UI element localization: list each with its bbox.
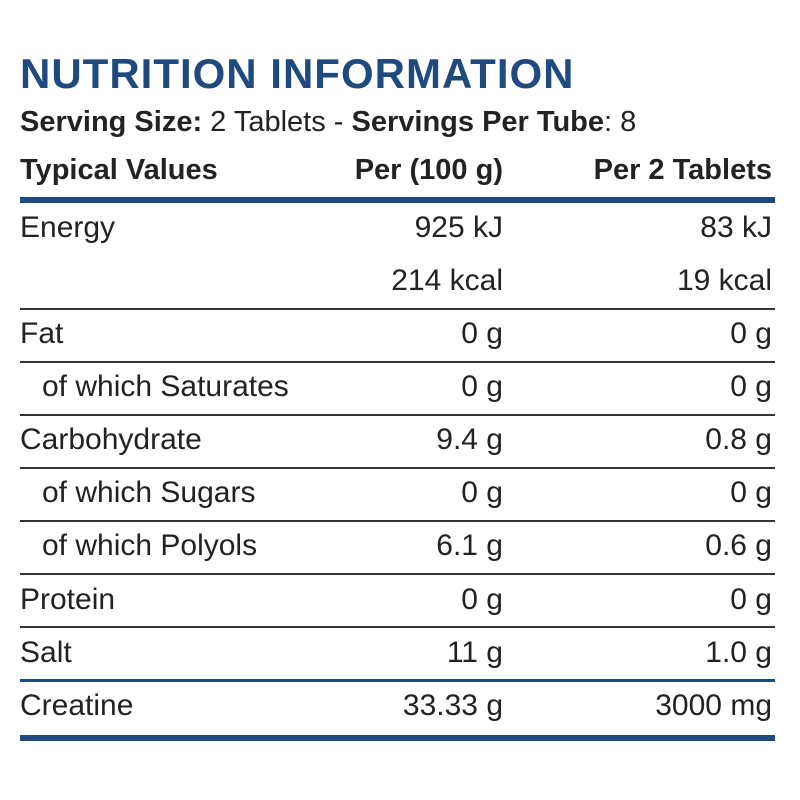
title: NUTRITION INFORMATION (20, 50, 575, 97)
header-cell: Per (100 g) (354, 154, 503, 186)
servings-value: : 8 (604, 106, 637, 138)
cell: 83 kJ (700, 211, 772, 244)
row-label: Fat (20, 317, 64, 350)
cell: 0 g (461, 476, 503, 509)
cell: 0 g (461, 317, 503, 350)
row-label: Protein (20, 583, 116, 616)
row-label: of which Sugars (42, 476, 256, 509)
cell: 6.1 g (436, 529, 503, 562)
cell: 0 g (730, 370, 772, 403)
cell: 0 g (730, 317, 772, 350)
row-label: of which Saturates (42, 370, 289, 403)
header-rule (20, 197, 775, 203)
row-label: Carbohydrate (20, 423, 202, 456)
row-label: Salt (20, 636, 72, 669)
row-rule (20, 308, 775, 310)
cell: 0.6 g (705, 529, 772, 562)
cell: 9.4 g (436, 423, 503, 456)
cell: 3000 mg (655, 689, 772, 722)
row-rule (20, 520, 775, 522)
row-rule (20, 361, 775, 363)
cell: 0.8 g (705, 423, 772, 456)
cell: 214 kcal (391, 264, 503, 297)
row-label: Creatine (20, 689, 134, 722)
cell: 33.33 g (402, 689, 503, 722)
row-rule (20, 573, 775, 575)
cell: 11 g (446, 636, 503, 669)
bottom-rule (20, 735, 775, 741)
cell: 0 g (730, 476, 772, 509)
cell: 0 g (730, 583, 772, 616)
header-cell: Per 2 Tablets (593, 154, 772, 186)
header-cell: Typical Values (20, 154, 218, 186)
serving-size-label: Serving Size: (20, 106, 203, 138)
row-rule (20, 626, 775, 628)
row-rule (20, 414, 775, 416)
row-label: of which Polyols (42, 529, 258, 562)
cell: 925 kJ (414, 211, 503, 244)
cell: 0 g (461, 370, 503, 403)
serving-line: Serving Size: 2 Tablets - Servings Per T… (20, 106, 636, 139)
row-rule (20, 679, 775, 682)
cell: 0 g (461, 583, 503, 616)
cell: 19 kcal (676, 264, 772, 297)
cell: 1.0 g (705, 636, 772, 669)
row-label: Energy (20, 211, 116, 244)
servings-label: Servings Per Tube (351, 106, 605, 138)
row-rule (20, 467, 775, 469)
serving-size-value: 2 Tablets - (202, 106, 352, 138)
